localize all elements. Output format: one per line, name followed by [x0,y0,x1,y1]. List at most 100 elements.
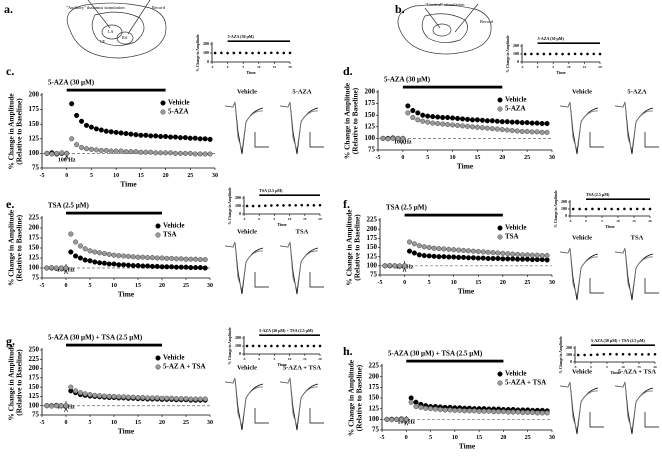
data-point [436,254,442,260]
y-tick-label: 75 [368,146,376,154]
data-point [509,119,515,125]
scale-bar [644,412,659,428]
y-tick-label: 175 [29,234,40,242]
y-tick-label: 125 [29,134,40,142]
x-tick-label: -5 [376,155,381,161]
x-tick-label: 0 [401,155,404,161]
data-point [92,249,98,255]
data-point [534,129,540,135]
y-tick-label: 0 [570,359,572,364]
legend-marker [155,355,161,361]
treatment-label: 5-AZA (30 µM) [228,34,255,39]
data-point [465,255,472,261]
data-point [464,116,471,122]
data-point [460,254,467,260]
data-point [415,117,421,123]
data-point [514,128,520,134]
data-point [111,393,117,399]
data-point [173,256,179,262]
data-point [193,265,199,271]
data-point [125,262,131,268]
panel-label: g. [6,334,15,348]
data-point [442,407,448,413]
data-point [430,114,436,120]
data-point [395,135,401,141]
y-axis-label: % Change in Amplitude [345,209,354,286]
data-point [510,251,516,257]
y-tick-label: 175 [29,373,40,381]
data-point [474,124,480,130]
data-point [121,262,127,268]
data-point [480,255,486,261]
data-point [318,344,322,348]
data-point [431,245,437,251]
x-tick-label: 10 [288,357,292,361]
data-point [416,243,422,249]
data-point [269,51,273,55]
x-tick-label: 20 [159,283,165,289]
data-point [251,204,255,208]
data-point [523,52,527,56]
data-point [485,255,491,262]
x-tick-label: -5 [378,280,383,286]
x-tick-label: 5 [274,357,276,361]
data-point [544,410,550,416]
trace-label: TSA [296,228,309,235]
data-point [74,112,80,118]
data-point [450,115,456,121]
data-point [192,151,198,157]
data-point [143,149,149,155]
data-point [133,132,139,138]
data-point [145,255,151,261]
data-point [462,408,468,414]
y-tick-label: 200 [29,364,40,372]
data-point [591,207,594,211]
x-tick-label: -5 [211,65,214,69]
data-point [53,403,59,409]
data-point [145,263,151,269]
y-tick-label: 0 [239,211,241,216]
data-point [270,204,273,207]
treatment-label: 5-AZA (30 µM) [384,76,431,84]
data-point [59,150,65,156]
data-point [534,410,540,416]
data-point [138,132,144,138]
trace [614,381,654,431]
trace-label: 5-AZA + TSA [283,364,322,371]
data-point [539,121,545,127]
data-point [446,246,452,252]
y-tick-label: 100 [513,51,519,56]
data-point [149,255,155,261]
legend-label: Vehicle [505,370,527,378]
data-point [213,51,217,55]
y-axis-label: % Change in Amplitude [554,190,558,228]
x-axis-label: Time [277,222,286,227]
data-point [469,124,476,130]
x-tick-label: 20 [500,435,506,441]
data-point [164,264,170,270]
data-point [163,133,169,140]
data-point [188,396,194,402]
data-point [534,120,540,126]
data-point [544,121,550,127]
x-axis-label: Time [556,70,565,75]
data-point [452,407,458,413]
data-point [426,244,432,251]
data-point [428,406,434,412]
x-tick-label: 15 [135,283,141,289]
data-point [515,256,521,262]
data-point [490,255,496,262]
data-point [128,149,134,155]
data-point [410,108,416,114]
x-axis-label: Time [457,162,474,171]
x-axis-label: Time [118,427,135,436]
treatment-label: 5-AZA (30 µM) [48,79,95,87]
data-point [653,352,657,356]
data-point [413,399,419,405]
y-tick-label: 150 [29,120,40,128]
data-point [197,151,203,157]
y-tick-label: 75 [32,274,40,282]
x-tick-label: 30 [212,173,218,179]
data-point [87,258,93,264]
data-point [197,257,203,263]
